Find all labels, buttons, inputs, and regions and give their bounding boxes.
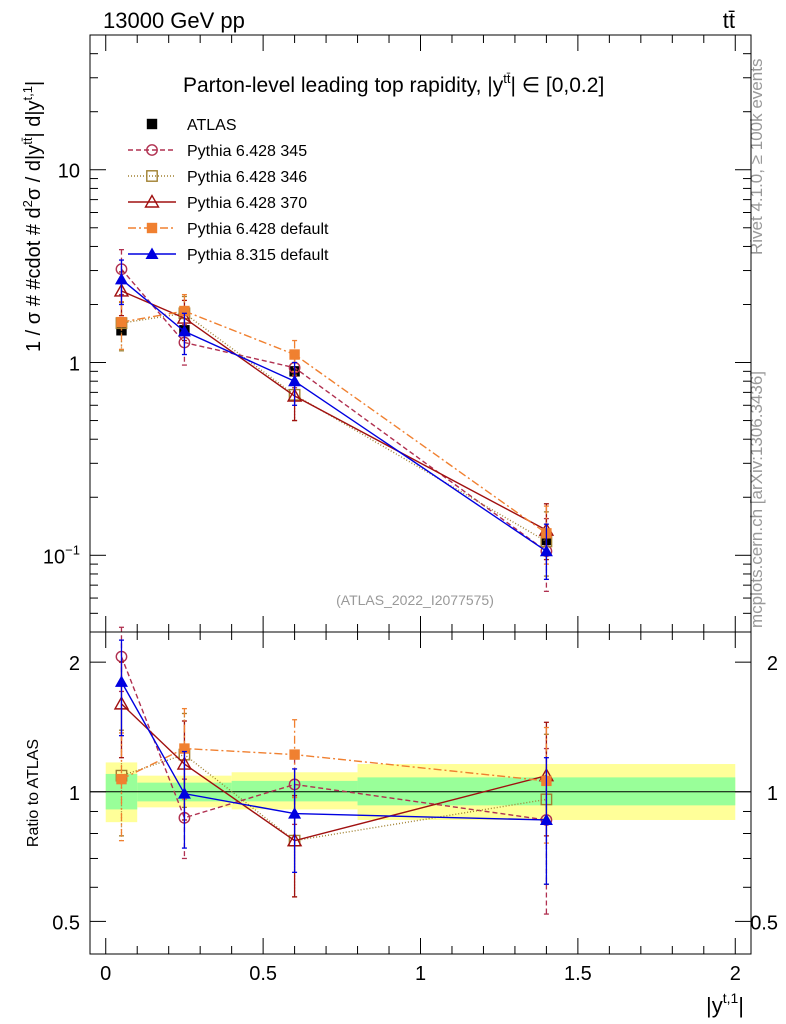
main-title: Parton-level leading top rapidity, |ytt̄… [183, 71, 604, 97]
y-tick-label-left: 1 [69, 783, 80, 805]
x-axis-label: |yt,1| [706, 990, 744, 1018]
data-point [116, 316, 127, 328]
legend-marker [144, 194, 160, 208]
y-tick-label: 10 [58, 161, 80, 183]
data-point [289, 749, 300, 760]
legend-item: ATLAS [146, 117, 237, 134]
series-line [120, 681, 547, 821]
y-tick-label-left: 0.5 [52, 912, 80, 934]
series-line [120, 703, 547, 842]
y-tick-label-right: 1 [767, 783, 778, 805]
data-point [288, 807, 302, 819]
ratio-y-axis-label: Ratio to ATLAS [25, 739, 42, 847]
ratio-plot-area [90, 626, 751, 915]
series-5 [114, 259, 553, 581]
series-0 [116, 325, 552, 546]
legend-label: ATLAS [187, 117, 237, 134]
legend-label: Pythia 6.428 370 [187, 195, 307, 212]
legend-label: Pythia 8.315 default [187, 247, 329, 264]
legend: ATLAS Pythia 6.428 345 Pythia 6.428 346 Pyt… [128, 117, 329, 264]
tick-exp: −1 [65, 542, 80, 557]
main-plot-area [113, 249, 555, 593]
legend-marker [145, 247, 159, 259]
header-left: 13000 GeV pp [103, 8, 245, 33]
legend-label: Pythia 6.428 default [187, 221, 329, 238]
legend-label: Pythia 6.428 345 [187, 143, 307, 160]
y-tick-label-right: 0.5 [750, 912, 778, 934]
data-point [539, 544, 553, 557]
legend-item: Pythia 8.315 default [128, 247, 329, 264]
data-point [114, 675, 128, 687]
data-point [177, 324, 191, 337]
data-point [177, 787, 191, 799]
data-point [116, 773, 127, 785]
main-y-axis-label: 1 / σ # #cdot # d2σ / d|ytt̄| d|yt,1| [20, 81, 45, 352]
x-tick-label: 1 [415, 963, 426, 985]
data-point [288, 374, 302, 387]
y-tick-label-right: 2 [767, 653, 778, 675]
tick-base: 10 [43, 546, 65, 568]
mcplots-label: mcplots.cern.ch [arXiv:1306.3436] [747, 371, 766, 628]
x-tick-label: 0 [100, 963, 111, 985]
y-tick-label: 10−1 [43, 542, 80, 568]
legend-label: Pythia 6.428 346 [187, 169, 307, 186]
legend-item: Pythia 6.428 345 [128, 143, 307, 160]
series-line [121, 278, 547, 552]
legend-marker [146, 118, 158, 130]
legend-marker [146, 170, 158, 182]
x-ticks: 0 0.5 1 1.5 2 [100, 632, 741, 985]
series-line [121, 753, 547, 842]
data-point [179, 743, 190, 754]
series-4 [114, 639, 553, 885]
header-right: tt̄ [723, 8, 735, 33]
legend-item: Pythia 6.428 370 [128, 194, 307, 212]
series-1 [115, 249, 553, 593]
legend-marker [146, 144, 158, 156]
data-point [114, 272, 128, 285]
data-point [179, 305, 190, 317]
x-tick-label: 2 [730, 963, 741, 985]
x-tick-label: 1.5 [564, 963, 592, 985]
y-tick-label: 1 [69, 354, 80, 376]
series-line [121, 312, 547, 543]
ratio-y-ticks: 0.5 0.5 1 1 2 2 [52, 653, 778, 934]
x-tick-label: 0.5 [249, 963, 277, 985]
series-line [121, 310, 547, 534]
legend-item: Pythia 6.428 346 [128, 169, 307, 186]
series-line [121, 747, 547, 782]
ratio-panel: 0.5 0.5 1 1 2 2 0 0.5 1 1.5 2 Ratio to ATLAS |yt,… [25, 626, 778, 1018]
y-tick-label-left: 2 [69, 653, 80, 675]
legend-marker [146, 222, 158, 234]
legend-item: Pythia 6.428 default [128, 221, 329, 238]
rivet-label: Rivet 4.1.0, ≥ 100k events [747, 59, 766, 255]
watermark: (ATLAS_2022_I2077575) [336, 592, 494, 608]
data-point [539, 813, 553, 825]
data-point [289, 349, 300, 360]
